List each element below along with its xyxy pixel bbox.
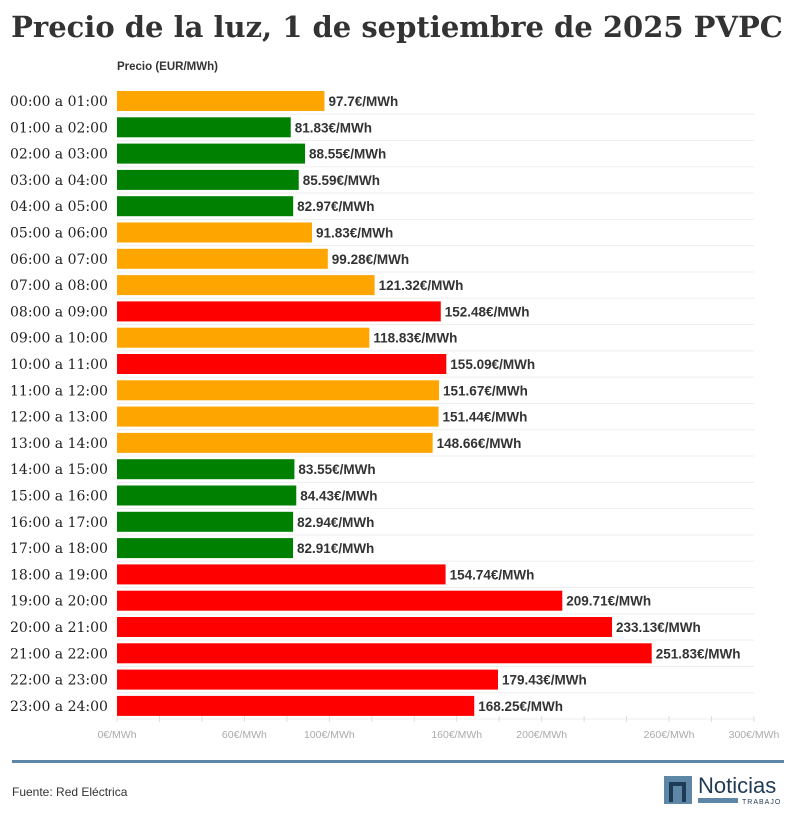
data-label: 82.94€/MWh [297,515,374,530]
category-label: 22:00 a 23:00 [10,673,108,689]
bar [117,196,294,217]
bar [117,91,325,111]
data-label: 152.48€/MWh [445,304,530,319]
bar [117,459,295,480]
x-tick-label: 200€/MWh [516,729,567,741]
data-label: 168.25€/MWh [478,699,563,714]
bar [117,695,475,716]
data-label: 251.83€/MWh [656,646,741,661]
data-label: 155.09€/MWh [450,357,535,372]
data-label: 99.28€/MWh [332,252,409,267]
category-label: 17:00 a 18:00 [10,541,108,557]
data-label: 121.32€/MWh [379,278,464,293]
data-label: 148.66€/MWh [437,436,522,451]
source-text: Fuente: Red Eléctrica [12,785,128,799]
data-label: 84.43€/MWh [300,489,377,504]
category-label: 20:00 a 21:00 [10,620,108,636]
data-label: 85.59€/MWh [303,173,380,188]
data-label: 179.43€/MWh [502,673,587,688]
category-label: 15:00 a 16:00 [10,489,108,505]
x-tick-label: 160€/MWh [431,729,482,741]
data-label: 97.7€/MWh [328,94,398,109]
category-label: 23:00 a 24:00 [10,699,108,715]
bar [117,143,306,164]
bar [117,643,652,664]
noticias-trabajo-logo: Noticias TRABAJO [664,773,781,806]
category-label: 07:00 a 08:00 [10,278,108,294]
bar [117,380,440,401]
bar [117,590,563,611]
bar-chart: 00:00 a 01:00 97.7€/MWh 01:00 a 02:00 81.83… [10,91,780,741]
bar [117,169,299,190]
data-label: 233.13€/MWh [616,620,701,635]
data-label: 209.71€/MWh [566,594,651,609]
category-label: 05:00 a 06:00 [10,226,108,242]
data-label: 82.97€/MWh [297,199,374,214]
category-label: 08:00 a 09:00 [10,304,108,320]
bar [117,538,294,559]
data-label: 151.67€/MWh [443,383,528,398]
bar [117,248,328,269]
bar [117,617,613,637]
category-label: 18:00 a 19:00 [10,567,108,583]
category-label: 01:00 a 02:00 [10,120,108,136]
data-label: 82.91€/MWh [297,541,374,556]
data-label: 151.44€/MWh [443,410,528,425]
x-tick-label: 300€/MWh [729,729,780,741]
bar [117,564,446,585]
category-label: 21:00 a 22:00 [10,646,108,662]
category-label: 04:00 a 05:00 [10,199,108,215]
data-label: 91.83€/MWh [316,226,393,241]
x-tick-label: 0€/MWh [97,729,136,741]
bar [117,222,312,243]
category-label: 06:00 a 07:00 [10,252,108,268]
axis-label: Precio (EUR/MWh) [117,61,218,73]
bar [117,275,375,296]
category-label: 10:00 a 11:00 [10,357,108,373]
data-label: 83.55€/MWh [298,462,375,477]
bar [117,511,294,532]
bar [117,354,447,374]
category-label: 03:00 a 04:00 [10,173,108,189]
bar [117,406,439,427]
bar [117,485,297,506]
x-tick-label: 60€/MWh [222,729,267,741]
category-label: 00:00 a 01:00 [10,94,108,110]
category-label: 12:00 a 13:00 [10,410,108,426]
svg-text:Noticias: Noticias [698,773,776,798]
category-label: 19:00 a 20:00 [10,594,108,610]
data-label: 154.74€/MWh [450,567,535,582]
bar [117,327,370,348]
category-label: 02:00 a 03:00 [10,147,108,163]
svg-text:TRABAJO: TRABAJO [742,799,781,806]
bar [117,301,441,322]
category-label: 13:00 a 14:00 [10,436,108,452]
x-tick-label: 260€/MWh [644,729,695,741]
x-tick-label: 100€/MWh [304,729,355,741]
footer-divider [12,760,784,763]
data-label: 118.83€/MWh [373,331,457,346]
category-label: 11:00 a 12:00 [10,383,108,399]
data-label: 81.83€/MWh [295,120,372,135]
bar [117,669,498,690]
bar [117,432,433,453]
data-label: 88.55€/MWh [309,147,386,162]
category-label: 09:00 a 10:00 [10,331,108,347]
bar [117,117,291,138]
category-label: 14:00 a 15:00 [10,462,108,478]
category-label: 16:00 a 17:00 [10,515,108,531]
chart-title: Precio de la luz, 1 de septiembre de 202… [11,10,783,44]
